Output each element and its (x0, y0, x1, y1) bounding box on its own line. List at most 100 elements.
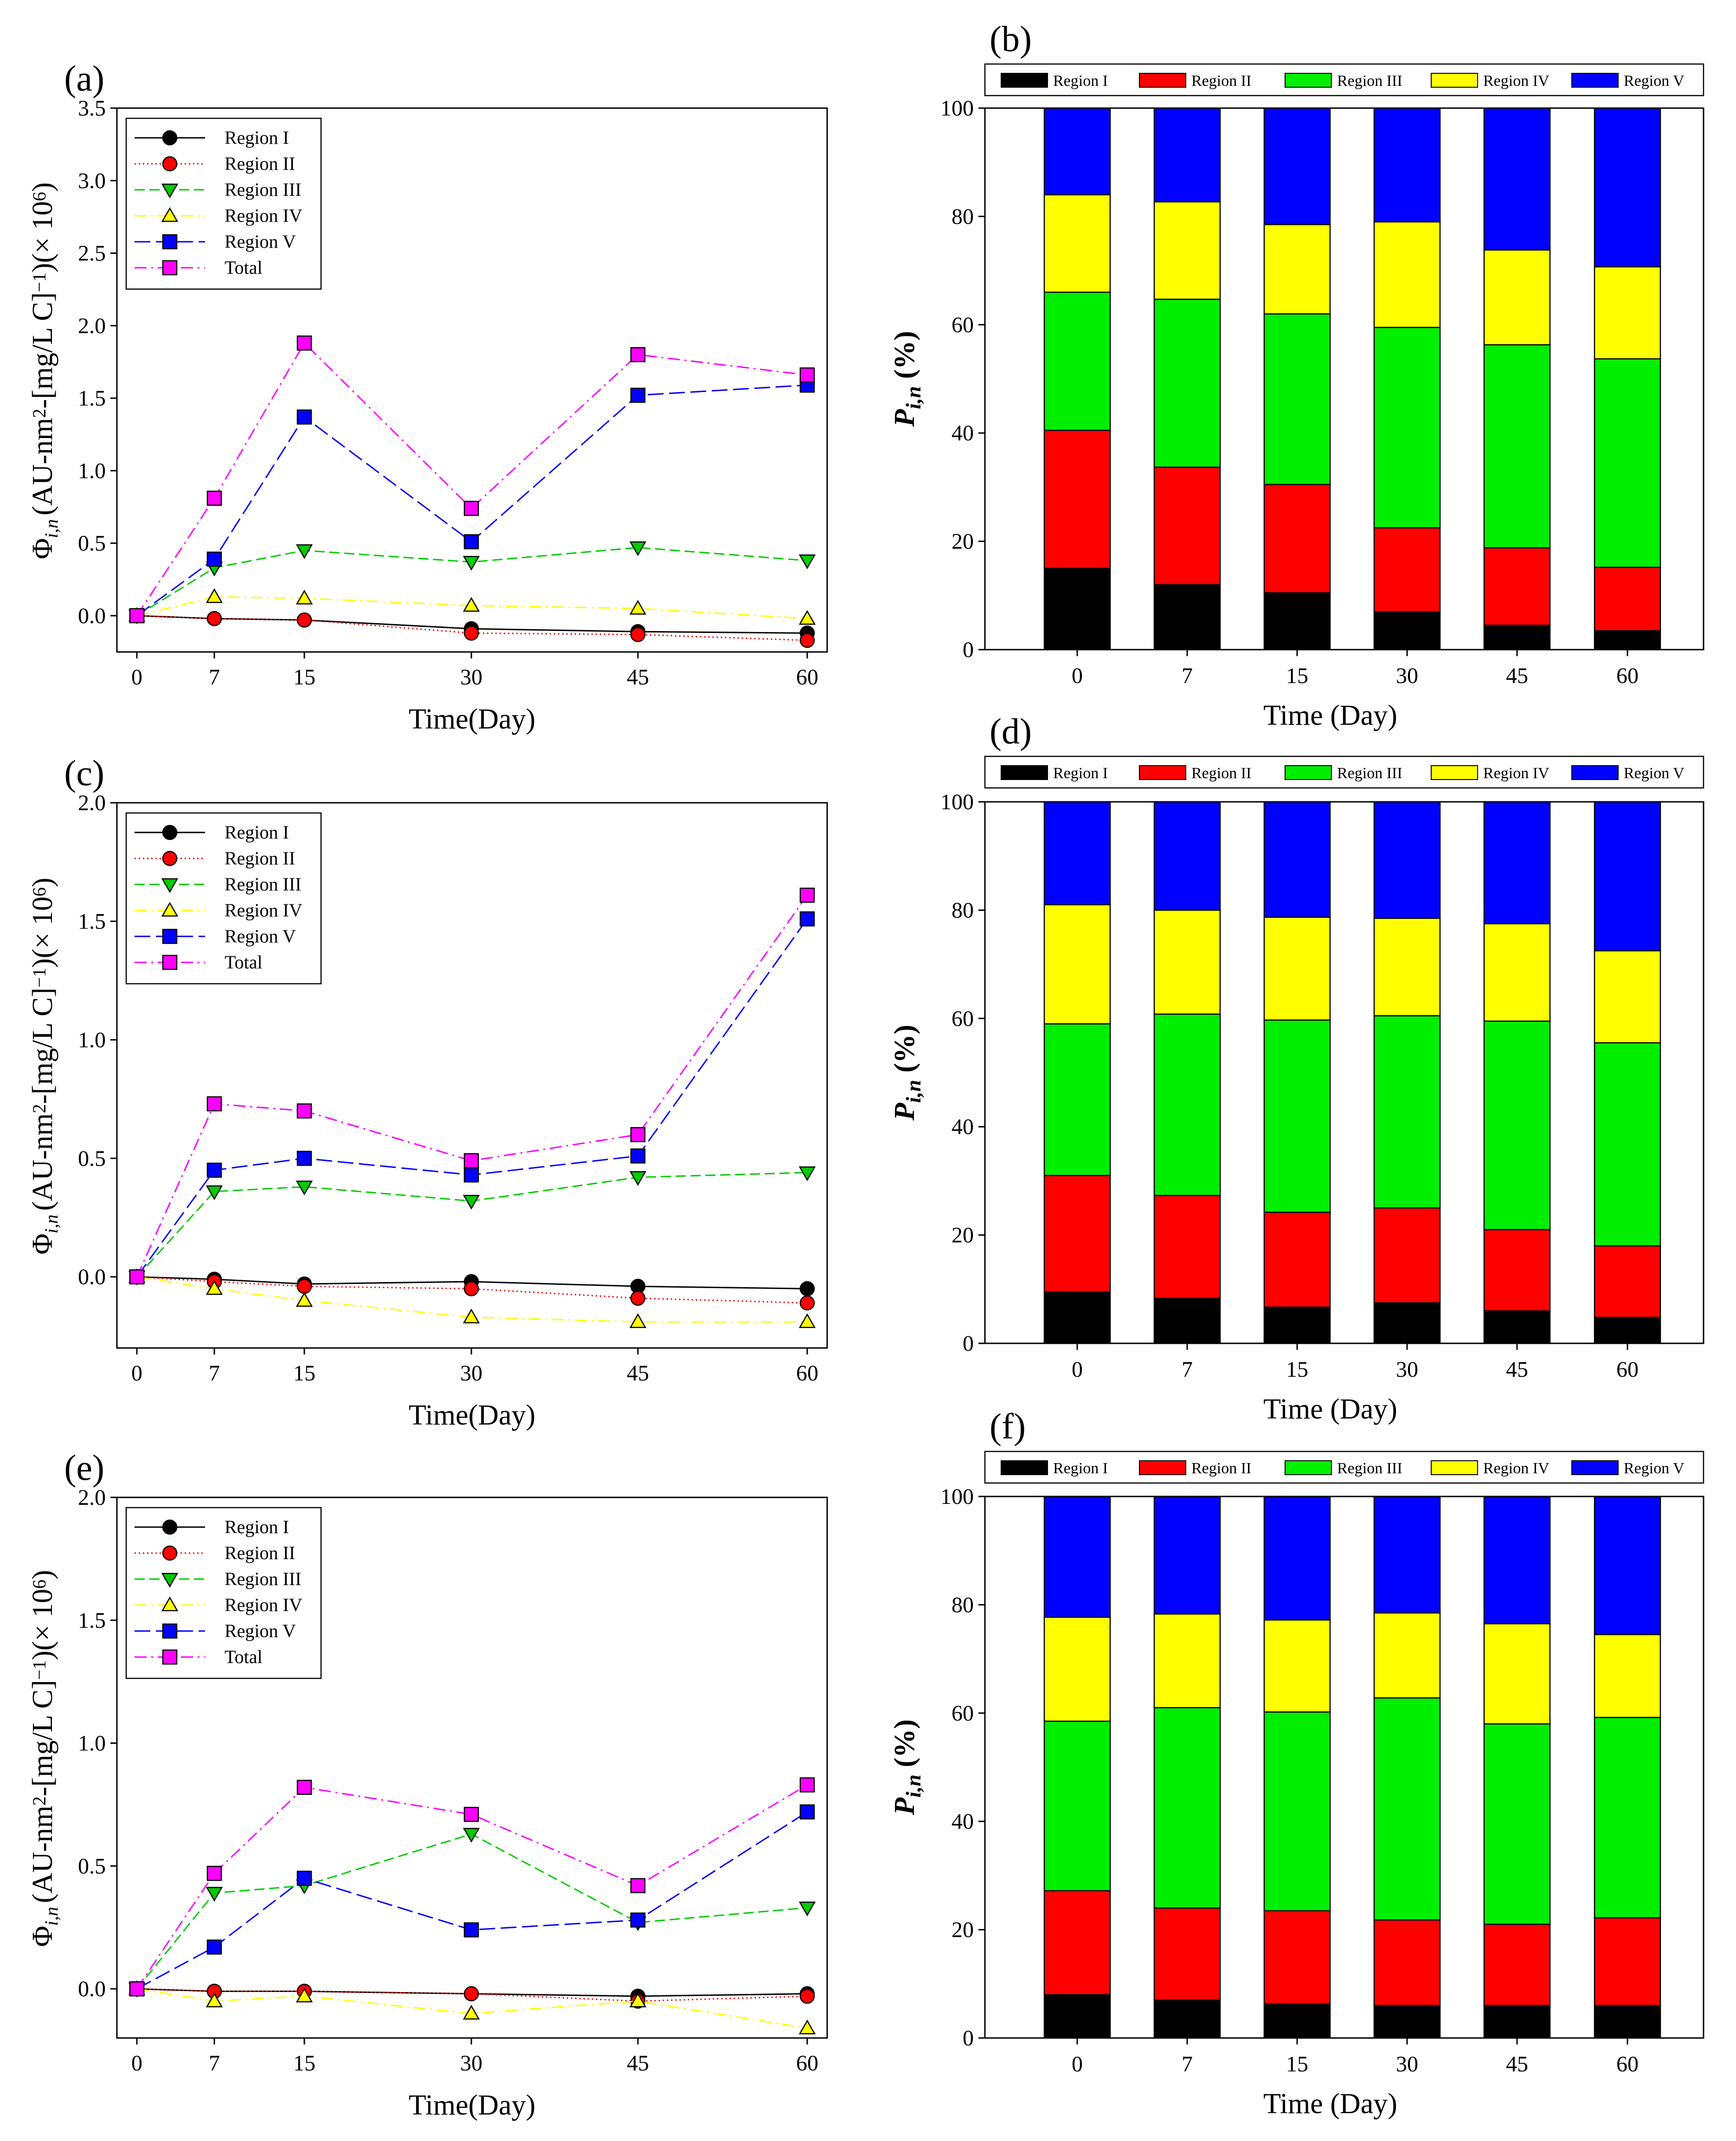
y-tick-label: 100 (940, 790, 974, 814)
x-tick-label: 15 (293, 665, 315, 690)
panel-label: (b) (990, 19, 1032, 59)
bar-segment-region-v (1373, 1496, 1441, 1614)
series-region-iii (128, 1828, 816, 1998)
bar-segment-region-iii (1373, 1015, 1441, 1209)
series-line (136, 342, 808, 616)
data-point (463, 2005, 480, 2020)
bar-segment-region-i (1263, 1306, 1331, 1344)
x-tick-label: 15 (1286, 664, 1308, 688)
y-tick-label: 100 (940, 96, 974, 121)
y-tick-label: 0 (963, 2026, 974, 2051)
x-tick-label: 0 (1072, 664, 1083, 688)
data-point (463, 1922, 479, 1938)
data-point (799, 1777, 815, 1793)
data-point (629, 1313, 647, 1328)
bar-chart-f: (f) 0 20 40 60 80 100 0 7 15 30 45 60 Time (Day) Pi,n … (889, 1406, 1704, 2120)
bar-segment-region-i (1483, 625, 1551, 651)
legend-label: Region I (1053, 1460, 1108, 1477)
data-point (206, 1887, 223, 1902)
legend-marker (162, 156, 178, 172)
data-point (206, 551, 222, 567)
bar-segment-region-iv (1043, 1616, 1111, 1722)
legend-box (125, 1507, 322, 1679)
x-tick-label: 0 (1072, 1357, 1083, 1382)
line-chart-c: (c) 0.0 0.5 1.0 1.5 2.0 0 7 15 30 45 60 Time(Day) Φi,… (27, 753, 828, 1431)
y-tick-label: 100 (940, 1484, 974, 1509)
data-point (296, 409, 312, 425)
bar-segment-region-ii (1043, 1174, 1111, 1293)
bar-segment-region-i (1483, 2005, 1551, 2039)
y-tick-label: 60 (952, 1006, 974, 1031)
legend-marker (162, 260, 178, 276)
legend-label: Region V (1624, 765, 1685, 782)
legend-marker (161, 1596, 179, 1612)
legend-marker (162, 234, 178, 250)
bar-segment-region-ii (1153, 1195, 1221, 1299)
y-tick-label: 60 (952, 313, 974, 337)
series-region-iii (128, 1166, 816, 1286)
legend-label: Region II (1191, 765, 1251, 782)
bar-segment-region-iii (1043, 1023, 1111, 1176)
x-tick-label: 30 (460, 2051, 482, 2076)
series-total (129, 335, 815, 624)
data-point (463, 1828, 480, 1843)
x-axis-label: Time(Day) (409, 703, 535, 735)
data-point (798, 1313, 816, 1328)
legend-swatch (1571, 73, 1619, 88)
legend-label: Region V (225, 926, 296, 947)
bar-segment-region-v (1263, 801, 1331, 918)
bar-chart-b: (b) 0 20 40 60 80 100 0 7 15 30 45 60 Time (Day) Pi,n … (889, 19, 1704, 731)
legend-marker (161, 878, 179, 893)
y-tick-label: 0 (963, 638, 974, 662)
legend: Region I Region II Region III Region IV Regi… (125, 812, 322, 985)
data-point (799, 911, 815, 927)
x-tick-label: 7 (209, 1361, 220, 1386)
x-tick-label: 7 (1182, 1357, 1193, 1382)
bar-segment-region-iii (1483, 1020, 1551, 1231)
bar-segment-region-ii (1263, 484, 1331, 593)
y-tick-label: 0.0 (78, 1265, 106, 1290)
bar-segment-region-ii (1483, 1923, 1551, 2006)
legend-swatch (1285, 1460, 1332, 1475)
y-tick-label: 1.0 (78, 1731, 106, 1756)
legend-label: Region III (225, 179, 302, 200)
y-tick-label: 20 (952, 1918, 974, 1942)
bar-segment-region-iv (1263, 1619, 1331, 1713)
bar-segment-region-iv (1483, 923, 1551, 1022)
legend-label: Region III (225, 1568, 302, 1589)
x-tick-label: 60 (796, 1361, 818, 1386)
x-tick-label: 7 (209, 2051, 220, 2076)
legend-label: Region IV (225, 205, 302, 226)
y-tick-label: 1.0 (78, 1028, 106, 1052)
legend-box (125, 812, 322, 985)
legend-label: Region III (1337, 1460, 1402, 1477)
legend-marker (161, 1573, 179, 1588)
bar-segment-region-i (1153, 584, 1221, 651)
data-point (630, 387, 646, 403)
bar-segment-region-v (1594, 801, 1661, 952)
bar-segment-region-i (1153, 1297, 1221, 1344)
x-tick-label: 7 (209, 665, 220, 690)
bar-segment-region-iv (1594, 950, 1661, 1044)
bar-segment-region-i (1594, 1316, 1661, 1344)
legend-swatch (1431, 765, 1478, 780)
legend-label: Region III (1337, 765, 1402, 782)
data-point (798, 554, 816, 569)
bar-segment-region-i (1043, 1994, 1111, 2039)
data-point (206, 490, 222, 506)
legend-marker (162, 825, 178, 840)
bar-segment-region-v (1373, 801, 1441, 919)
bar-segment-region-iv (1263, 224, 1331, 315)
data-point (463, 1986, 479, 2001)
bar-segment-region-v (1483, 1496, 1551, 1625)
bar-segment-region-iii (1263, 1711, 1331, 1912)
data-point (463, 1195, 480, 1210)
data-point (206, 1096, 222, 1112)
data-point (296, 544, 313, 559)
data-point (630, 1878, 646, 1893)
data-point (463, 1309, 480, 1323)
bar-segment-region-i (1483, 1310, 1551, 1344)
data-point (463, 555, 480, 571)
data-point (798, 2019, 816, 2035)
legend-label: Total (225, 1646, 263, 1667)
